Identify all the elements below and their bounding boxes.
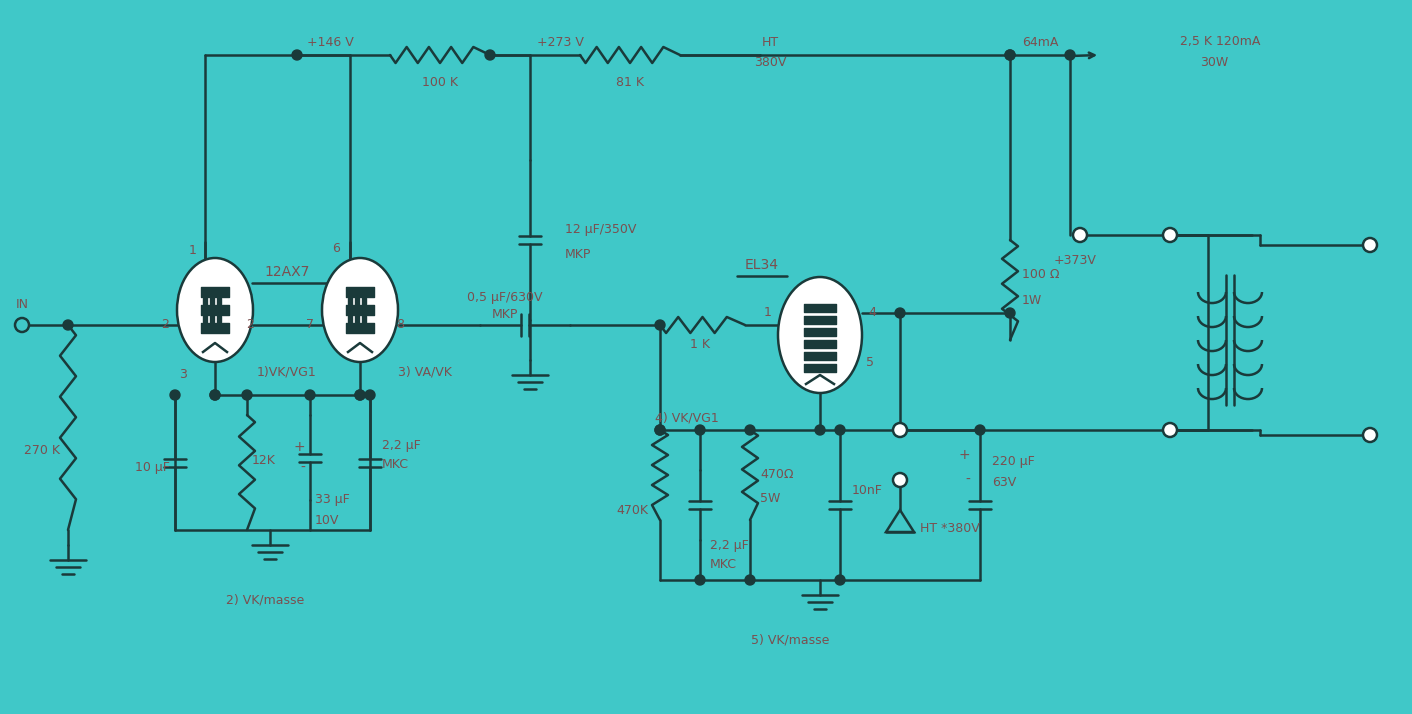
Circle shape bbox=[1073, 228, 1087, 242]
Circle shape bbox=[1163, 423, 1178, 437]
Circle shape bbox=[746, 575, 755, 585]
Text: 12 μF/350V: 12 μF/350V bbox=[565, 223, 637, 236]
Circle shape bbox=[1363, 238, 1377, 252]
Circle shape bbox=[484, 50, 496, 60]
Circle shape bbox=[1363, 428, 1377, 442]
Text: 33 μF: 33 μF bbox=[315, 493, 350, 506]
Text: 10V: 10V bbox=[315, 513, 339, 526]
Text: 470Ω: 470Ω bbox=[760, 468, 794, 481]
Circle shape bbox=[1005, 50, 1015, 60]
Ellipse shape bbox=[322, 258, 398, 362]
Text: 30W: 30W bbox=[1200, 56, 1228, 69]
Circle shape bbox=[210, 390, 220, 400]
Circle shape bbox=[695, 575, 705, 585]
Text: 63V: 63V bbox=[993, 476, 1017, 488]
Circle shape bbox=[241, 390, 251, 400]
Circle shape bbox=[815, 425, 825, 435]
Text: 5: 5 bbox=[866, 356, 874, 370]
Text: 12K: 12K bbox=[251, 453, 275, 466]
Text: 64mA: 64mA bbox=[1022, 36, 1058, 49]
Text: 220 μF: 220 μF bbox=[993, 456, 1035, 468]
Circle shape bbox=[655, 320, 665, 330]
Circle shape bbox=[1005, 50, 1015, 60]
Text: 2) VK/masse: 2) VK/masse bbox=[226, 593, 304, 606]
Circle shape bbox=[892, 473, 907, 487]
Text: 10nF: 10nF bbox=[851, 483, 882, 496]
Text: 470K: 470K bbox=[616, 503, 648, 516]
Circle shape bbox=[64, 320, 73, 330]
Text: +273 V: +273 V bbox=[537, 36, 583, 49]
Text: 1: 1 bbox=[189, 243, 196, 256]
Circle shape bbox=[892, 423, 907, 437]
Circle shape bbox=[210, 390, 220, 400]
Text: 270 K: 270 K bbox=[24, 443, 59, 456]
Circle shape bbox=[746, 425, 755, 435]
Text: EL34: EL34 bbox=[746, 258, 779, 272]
Circle shape bbox=[364, 390, 376, 400]
Text: HT *380V: HT *380V bbox=[921, 521, 980, 535]
Text: +: + bbox=[959, 448, 970, 462]
Circle shape bbox=[169, 390, 179, 400]
Text: +146 V: +146 V bbox=[306, 36, 353, 49]
Circle shape bbox=[895, 308, 905, 318]
Text: 2: 2 bbox=[246, 318, 254, 331]
Text: IN: IN bbox=[16, 298, 28, 311]
Text: 1 K: 1 K bbox=[690, 338, 710, 351]
Text: -: - bbox=[966, 473, 970, 487]
Ellipse shape bbox=[778, 277, 861, 393]
Circle shape bbox=[655, 425, 665, 435]
Text: 3: 3 bbox=[179, 368, 186, 381]
Circle shape bbox=[1065, 50, 1075, 60]
Text: 1W: 1W bbox=[1022, 293, 1042, 306]
Circle shape bbox=[655, 425, 665, 435]
Text: 2,2 μF: 2,2 μF bbox=[710, 538, 748, 551]
Text: HT: HT bbox=[761, 36, 778, 49]
Circle shape bbox=[976, 425, 986, 435]
Text: 8: 8 bbox=[395, 318, 404, 331]
Text: 10 μF: 10 μF bbox=[136, 461, 169, 473]
Circle shape bbox=[1163, 228, 1178, 242]
Text: 2,2 μF: 2,2 μF bbox=[383, 438, 421, 451]
Text: MKP: MKP bbox=[565, 248, 592, 261]
Text: 81 K: 81 K bbox=[616, 76, 644, 89]
Text: 6: 6 bbox=[332, 241, 340, 254]
Circle shape bbox=[354, 390, 364, 400]
Circle shape bbox=[834, 425, 844, 435]
Text: 3) VA/VK: 3) VA/VK bbox=[398, 366, 452, 378]
Text: +: + bbox=[294, 440, 305, 454]
Circle shape bbox=[292, 50, 302, 60]
Circle shape bbox=[305, 390, 315, 400]
Text: 4) VK/VG1: 4) VK/VG1 bbox=[655, 411, 719, 425]
Text: 12AX7: 12AX7 bbox=[264, 265, 309, 279]
Text: 1: 1 bbox=[764, 306, 772, 319]
Circle shape bbox=[834, 575, 844, 585]
Circle shape bbox=[695, 425, 705, 435]
Text: 380V: 380V bbox=[754, 56, 786, 69]
Ellipse shape bbox=[176, 258, 253, 362]
Circle shape bbox=[354, 390, 364, 400]
Text: 7: 7 bbox=[306, 318, 313, 331]
Text: 5W: 5W bbox=[760, 491, 781, 505]
Text: MKC: MKC bbox=[710, 558, 737, 571]
Text: MKP: MKP bbox=[491, 308, 518, 321]
Text: 0,5 μF/630V: 0,5 μF/630V bbox=[467, 291, 542, 304]
Text: 2,5 K 120mA: 2,5 K 120mA bbox=[1180, 36, 1261, 49]
Text: 4: 4 bbox=[868, 306, 875, 319]
Text: -: - bbox=[301, 461, 305, 475]
Text: 2: 2 bbox=[161, 318, 169, 331]
Text: 100 K: 100 K bbox=[422, 76, 457, 89]
Text: MKC: MKC bbox=[383, 458, 409, 471]
Text: 100 Ω: 100 Ω bbox=[1022, 268, 1059, 281]
Circle shape bbox=[1005, 308, 1015, 318]
Text: +373V: +373V bbox=[1053, 253, 1097, 266]
Text: 1)VK/VG1: 1)VK/VG1 bbox=[257, 366, 316, 378]
Text: 5) VK/masse: 5) VK/masse bbox=[751, 633, 829, 646]
